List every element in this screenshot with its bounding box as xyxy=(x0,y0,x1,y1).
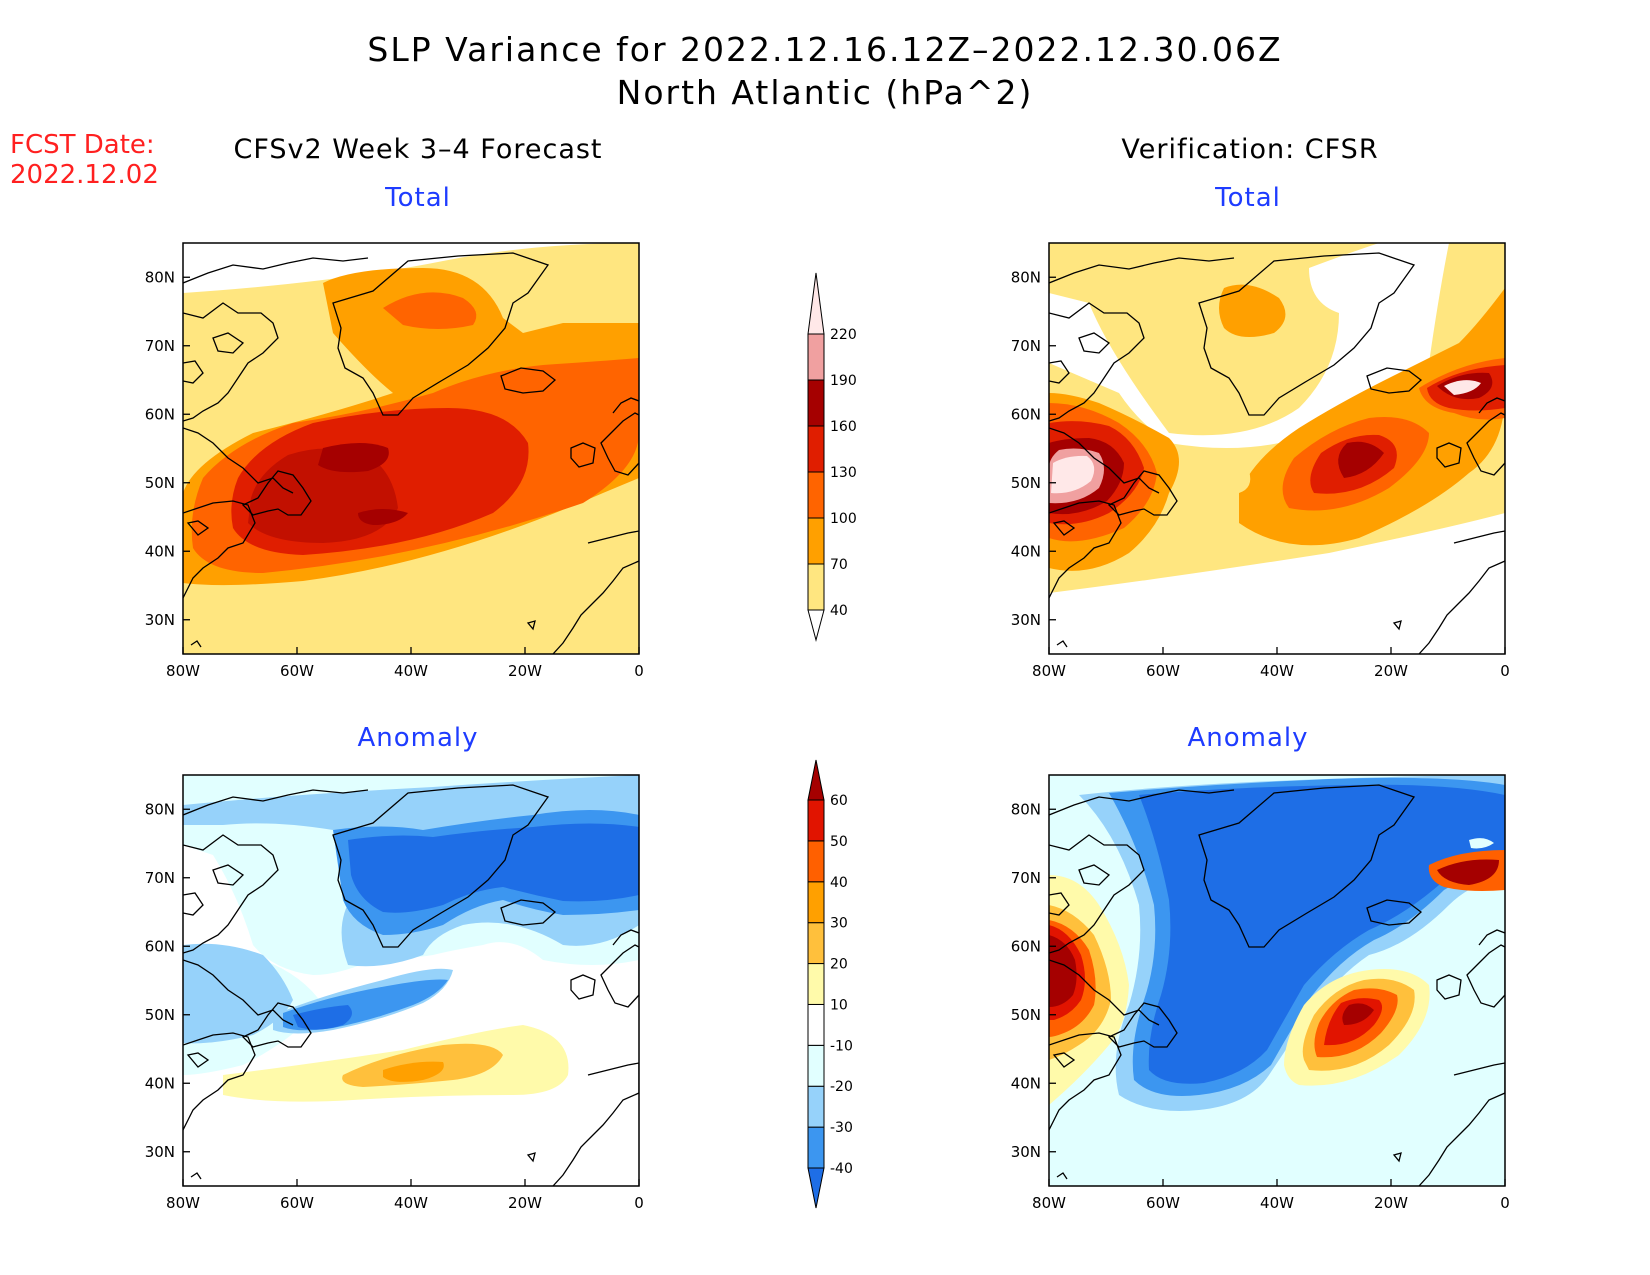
chart-subtitle: North Atlantic (hPa^2) xyxy=(616,73,1034,112)
lon-tick-label: 40W xyxy=(394,1194,428,1212)
lon-tick-label: 0 xyxy=(1500,662,1510,680)
colorbar-upper-triangle xyxy=(807,759,825,801)
lat-tick-label: 30N xyxy=(145,611,175,629)
colorbar-level-label: -30 xyxy=(830,1120,853,1136)
forecast-anomaly-panel xyxy=(182,774,640,1187)
colorbar-level-label: 130 xyxy=(830,465,857,481)
lat-tick-label: 60N xyxy=(145,937,175,955)
lon-tick-label: 0 xyxy=(1500,1194,1510,1212)
lat-tick-label: 70N xyxy=(145,869,175,887)
axes-layer: 30N 40N 50N 60N 70N 80N 80W 60W 40W 20W 0 30N 40N 50N… xyxy=(145,268,1510,1212)
fcst-date-value: 2022.12.02 xyxy=(10,160,159,190)
colorbar-segment xyxy=(807,1126,825,1169)
anomaly-colorbar: -40 -30 -20 -10 10 20 30 40 50 60 xyxy=(807,759,853,1209)
lon-tick-label: 40W xyxy=(1260,1194,1294,1212)
lat-tick-label: 50N xyxy=(145,474,175,492)
lon-tick-label: 40W xyxy=(394,662,428,680)
colorbar-level-label: 10 xyxy=(830,997,848,1013)
lat-tick-label: 40N xyxy=(145,1074,175,1092)
colorbar-segment xyxy=(807,563,825,611)
colorbar-segment xyxy=(807,922,825,965)
colorbar-segment xyxy=(807,517,825,565)
lon-tick-label: 0 xyxy=(634,662,644,680)
colorbar-level-label: 40 xyxy=(830,603,848,619)
lat-tick-label: 50N xyxy=(1011,1006,1041,1024)
chart-title: SLP Variance for 2022.12.16.12Z–2022.12.… xyxy=(367,30,1283,69)
lat-tick-label: 50N xyxy=(145,1006,175,1024)
colorbar-level-label: 50 xyxy=(830,834,848,850)
forecast-column-title: CFSv2 Week 3–4 Forecast xyxy=(233,134,603,165)
lat-tick-label: 50N xyxy=(1011,474,1041,492)
lon-tick-label: 80W xyxy=(1032,662,1066,680)
lat-tick-label: 80N xyxy=(145,800,175,818)
colorbar-level-label: 100 xyxy=(830,511,857,527)
colorbar-segment xyxy=(807,963,825,1005)
lon-tick-label: 60W xyxy=(1146,1194,1180,1212)
lon-tick-label: 60W xyxy=(280,1194,314,1212)
verification-total-panel xyxy=(1048,242,1506,655)
lat-tick-label: 70N xyxy=(1011,869,1041,887)
panel-title-forecast-total: Total xyxy=(385,183,451,213)
colorbar-segment xyxy=(807,471,825,519)
verification-column-title: Verification: CFSR xyxy=(1121,134,1379,165)
lon-tick-label: 80W xyxy=(166,1194,200,1212)
lon-tick-label: 0 xyxy=(634,1194,644,1212)
lon-tick-label: 60W xyxy=(1146,662,1180,680)
colorbar-level-label: 160 xyxy=(830,419,857,435)
colorbar-segment xyxy=(807,333,825,381)
lat-tick-label: 70N xyxy=(1011,337,1041,355)
colorbar-level-label: 30 xyxy=(830,916,848,932)
lon-tick-label: 60W xyxy=(280,662,314,680)
colorbar-segment xyxy=(807,1044,825,1087)
lat-tick-label: 40N xyxy=(1011,1074,1041,1092)
lat-tick-label: 30N xyxy=(1011,611,1041,629)
colorbar-upper-triangle xyxy=(807,272,825,335)
colorbar-level-label: 40 xyxy=(830,875,848,891)
lon-tick-label: 80W xyxy=(1032,1194,1066,1212)
forecast-total-panel xyxy=(182,242,640,655)
colorbar-segment xyxy=(807,1003,825,1046)
lat-tick-label: 30N xyxy=(145,1143,175,1161)
panel-title-verification-anomaly: Anomaly xyxy=(1187,723,1309,753)
colorbar-level-label: -20 xyxy=(830,1079,853,1095)
total-colorbar: 40 70 100 130 160 190 220 xyxy=(807,272,857,642)
lat-tick-label: 60N xyxy=(145,405,175,423)
colorbar-level-label: 60 xyxy=(830,793,848,809)
lon-tick-label: 20W xyxy=(508,662,542,680)
lat-tick-label: 60N xyxy=(1011,937,1041,955)
panel-title-verification-total: Total xyxy=(1215,183,1281,213)
lat-tick-label: 80N xyxy=(1011,800,1041,818)
lon-tick-label: 20W xyxy=(1374,662,1408,680)
lat-tick-label: 60N xyxy=(1011,405,1041,423)
colorbar-segment xyxy=(807,840,825,883)
colorbar-segment xyxy=(807,881,825,924)
fcst-date-label: FCST Date: xyxy=(10,130,155,160)
lon-tick-label: 20W xyxy=(508,1194,542,1212)
colorbar-level-label: 220 xyxy=(830,327,857,343)
lat-tick-label: 80N xyxy=(1011,268,1041,286)
panel-title-forecast-anomaly: Anomaly xyxy=(357,723,479,753)
colorbar-segment xyxy=(807,379,825,427)
lon-tick-label: 40W xyxy=(1260,662,1294,680)
verification-anomaly-panel xyxy=(1048,774,1506,1187)
colorbar-level-label: -10 xyxy=(830,1038,853,1054)
colorbar-level-label: 190 xyxy=(830,373,857,389)
colorbar-lower-triangle xyxy=(807,1167,825,1209)
lat-tick-label: 70N xyxy=(145,337,175,355)
lat-tick-label: 30N xyxy=(1011,1143,1041,1161)
colorbar-segment xyxy=(807,425,825,473)
lon-tick-label: 20W xyxy=(1374,1194,1408,1212)
colorbar-segment xyxy=(807,799,825,842)
colorbar-segment xyxy=(807,1085,825,1128)
colorbar-level-label: -40 xyxy=(830,1161,853,1177)
lat-tick-label: 40N xyxy=(1011,542,1041,560)
lat-tick-label: 40N xyxy=(145,542,175,560)
colorbar-lower-triangle xyxy=(807,609,825,642)
colorbar-level-label: 20 xyxy=(830,957,848,973)
colorbar-level-label: 70 xyxy=(830,557,848,573)
lat-tick-label: 80N xyxy=(145,268,175,286)
lon-tick-label: 80W xyxy=(166,662,200,680)
